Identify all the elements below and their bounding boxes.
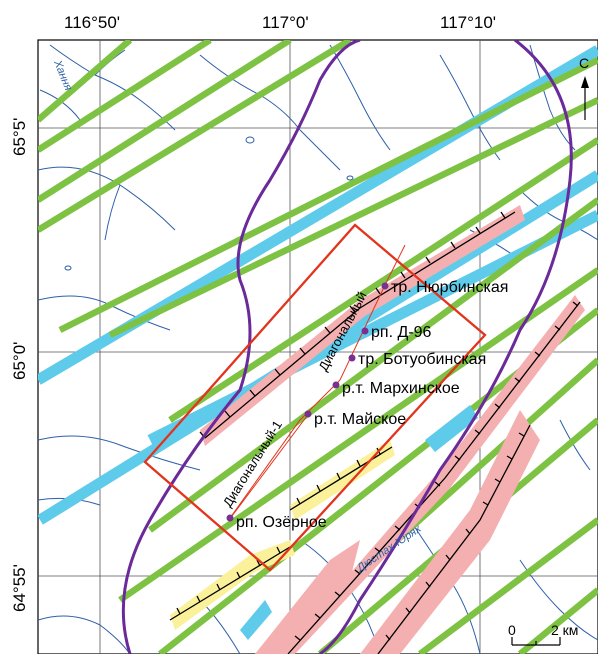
scale-zero-label: 0: [508, 622, 516, 638]
scale-bar: [511, 637, 561, 646]
marker-markhinskoe: [332, 381, 340, 389]
marker-d96: [361, 327, 369, 335]
north-arrow: [581, 76, 589, 120]
study-area-outline: [143, 223, 487, 572]
north-arrow-label: С: [579, 55, 589, 71]
marker-nyurbinskaya: [381, 282, 389, 290]
place-label-maiskoe: р.т. Майское: [314, 411, 406, 428]
green-faults: [38, 40, 598, 654]
lat-tick-65-5: 65°5': [10, 118, 29, 156]
place-label-markhinskoe: р.т. Мархинское: [342, 380, 460, 397]
fault-scarps: [169, 211, 581, 654]
place-label-nyurbinskaya: тр. Нюрбинская: [391, 279, 508, 296]
place-markers: [226, 282, 389, 522]
blue-patches: [240, 405, 478, 640]
lakes: [64, 136, 354, 271]
pink-zones: [200, 205, 585, 654]
place-label-d96: рп. Д-96: [371, 324, 432, 341]
lat-tick-64-55: 64°55': [10, 564, 29, 612]
place-label-ozernoe: рп. Озёрное: [236, 514, 327, 531]
lat-tick-65-0: 65°0': [10, 342, 29, 380]
zone-lines: [229, 244, 406, 519]
lon-tick-116-50: 116°50': [64, 13, 120, 32]
marker-botuobinskaya: [348, 354, 356, 362]
kimberlite-field-boundary: [121, 40, 573, 654]
marker-maiskoe: [304, 410, 312, 418]
marker-ozernoe: [226, 514, 234, 522]
lon-tick-117-10: 117°10': [440, 13, 496, 32]
place-label-botuobinskaya: тр. Ботуобинская: [358, 351, 486, 368]
scale-length-label: 2 км: [551, 622, 578, 638]
lon-tick-117-0: 117°0': [262, 13, 309, 32]
